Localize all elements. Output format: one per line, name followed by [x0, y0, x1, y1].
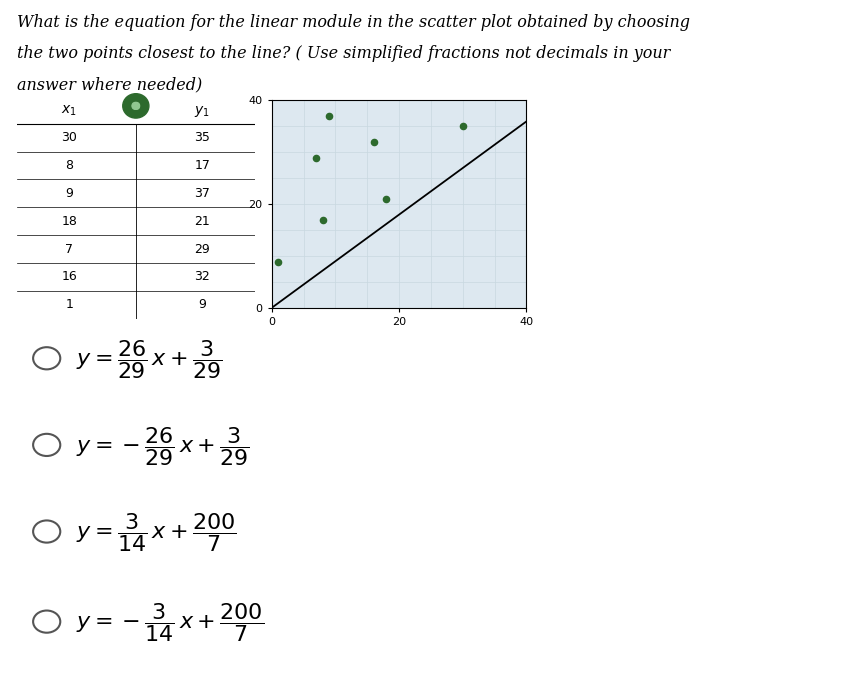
Text: $y = -\dfrac{3}{14}\,x + \dfrac{200}{7}$: $y = -\dfrac{3}{14}\,x + \dfrac{200}{7}$ — [76, 602, 264, 644]
Point — [272, 256, 285, 267]
Text: 37: 37 — [194, 187, 211, 200]
Text: 1: 1 — [65, 299, 73, 311]
Text: 35: 35 — [194, 131, 211, 144]
Text: 21: 21 — [194, 215, 211, 228]
Circle shape — [132, 103, 138, 108]
Circle shape — [123, 94, 149, 118]
Circle shape — [132, 103, 138, 109]
Text: $y = \dfrac{3}{14}\,x + \dfrac{200}{7}$: $y = \dfrac{3}{14}\,x + \dfrac{200}{7}$ — [76, 511, 237, 554]
Text: 16: 16 — [61, 270, 77, 283]
Text: 30: 30 — [61, 131, 77, 144]
Circle shape — [133, 103, 139, 109]
Text: 29: 29 — [194, 243, 211, 256]
Text: 32: 32 — [194, 270, 211, 283]
Circle shape — [133, 103, 139, 108]
Text: answer where needed): answer where needed) — [17, 76, 202, 94]
Text: $y = \dfrac{26}{29}\,x + \dfrac{3}{29}$: $y = \dfrac{26}{29}\,x + \dfrac{3}{29}$ — [76, 338, 222, 381]
Point — [367, 137, 380, 148]
Point — [316, 215, 329, 226]
Text: $y_1$: $y_1$ — [194, 104, 211, 119]
Point — [456, 121, 469, 132]
Text: 9: 9 — [65, 187, 73, 200]
Text: 7: 7 — [65, 243, 73, 256]
Text: 9: 9 — [199, 299, 206, 311]
Point — [380, 193, 393, 205]
Text: $y = -\dfrac{26}{29}\,x + \dfrac{3}{29}$: $y = -\dfrac{26}{29}\,x + \dfrac{3}{29}$ — [76, 425, 250, 468]
Point — [309, 152, 323, 164]
Text: 17: 17 — [194, 159, 211, 172]
Text: What is the equation for the linear module in the scatter plot obtained by choos: What is the equation for the linear modu… — [17, 14, 690, 31]
Text: $x_1$: $x_1$ — [61, 104, 77, 118]
Text: 18: 18 — [61, 215, 77, 228]
Text: the two points closest to the line? ( Use simplified fractions not decimals in y: the two points closest to the line? ( Us… — [17, 45, 670, 62]
Point — [323, 110, 336, 122]
Text: 8: 8 — [65, 159, 73, 172]
